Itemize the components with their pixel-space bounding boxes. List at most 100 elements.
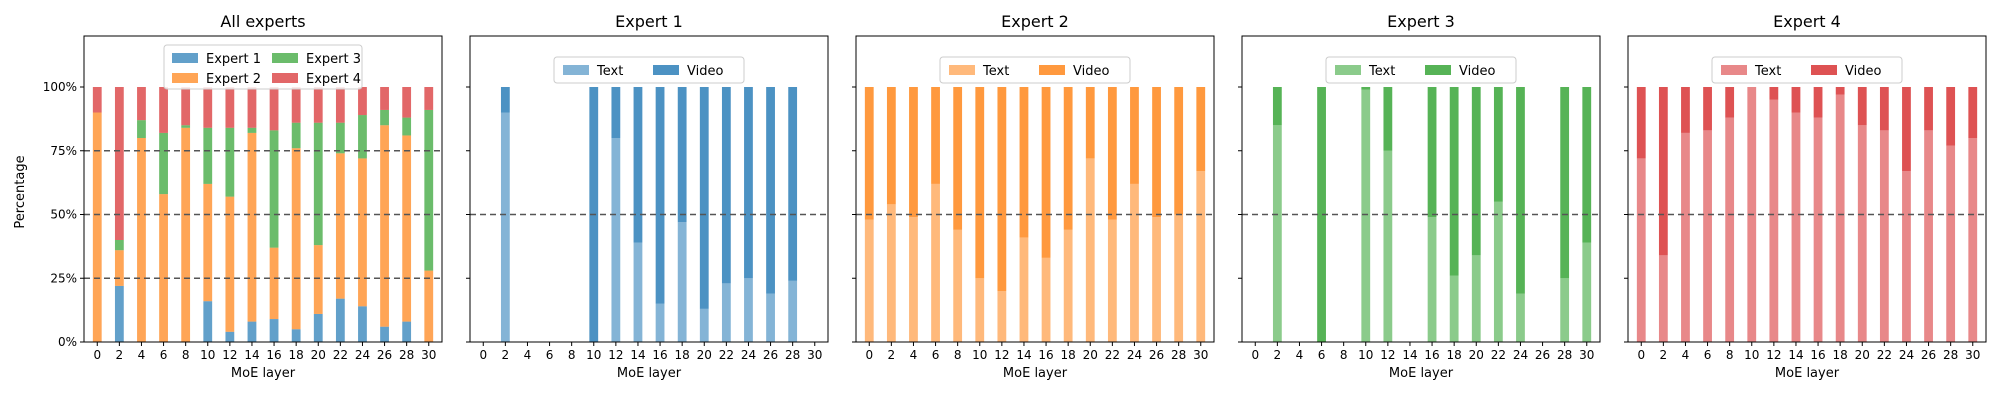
- bar-segment: [159, 87, 168, 133]
- bar-segment: [225, 196, 235, 332]
- bar-segment: [247, 87, 257, 128]
- x-tick-label: 24: [1899, 348, 1914, 362]
- x-tick-label: 0: [865, 348, 873, 362]
- legend-label: Expert 2: [206, 72, 261, 87]
- bar-segment: [1879, 130, 1889, 342]
- bar-segment: [909, 87, 918, 218]
- legend-swatch: [1721, 65, 1747, 75]
- legend-swatch: [1425, 65, 1451, 75]
- bar-segment: [358, 115, 367, 159]
- legend-label: Expert 1: [206, 52, 261, 67]
- x-tick-label: 6: [160, 348, 168, 362]
- x-tick-label: 12: [1380, 348, 1395, 362]
- x-tick-label: 20: [1469, 348, 1484, 362]
- x-tick-label: 8: [1726, 348, 1734, 362]
- bar-segment: [203, 301, 213, 342]
- bar-segment: [975, 278, 985, 342]
- bar-segment: [1063, 87, 1073, 230]
- bar-segment: [1560, 278, 1570, 342]
- bar-segment: [225, 87, 235, 128]
- bar-segment: [997, 87, 1007, 291]
- bar-segment: [1085, 87, 1095, 159]
- bar-segment: [931, 87, 940, 184]
- bar-segment: [1383, 150, 1393, 342]
- x-tick-label: 2: [888, 348, 896, 362]
- bar-segment: [1835, 87, 1845, 95]
- x-tick-label: 14: [630, 348, 645, 362]
- bar-segment: [424, 87, 434, 110]
- bar-segment: [886, 87, 896, 205]
- bar-segment: [114, 240, 124, 251]
- x-tick-label: 26: [1535, 348, 1550, 362]
- bar-segment: [1946, 145, 1956, 342]
- bar-segment: [1968, 138, 1978, 342]
- x-tick-label: 0: [1637, 348, 1645, 362]
- bar-segment: [1681, 87, 1690, 133]
- bar-segment: [247, 321, 257, 342]
- x-tick-label: 6: [546, 348, 554, 362]
- bar-segment: [744, 87, 753, 279]
- axes-frame: [855, 35, 1215, 343]
- x-tick-label: 22: [1877, 348, 1892, 362]
- y-axis-label: Percentage: [13, 155, 28, 228]
- x-tick-label: 30: [421, 348, 436, 362]
- bar-segment: [402, 87, 412, 118]
- bar-segment: [1019, 87, 1029, 238]
- x-axis-label: MoE layer: [231, 366, 296, 381]
- legend-swatch: [949, 65, 975, 75]
- bar-segment: [1383, 87, 1393, 151]
- x-tick-label: 26: [763, 348, 778, 362]
- bar-segment: [1582, 87, 1592, 243]
- x-tick-label: 12: [222, 348, 237, 362]
- bar-segment: [1107, 219, 1117, 342]
- bar-segment: [1857, 87, 1867, 126]
- bar-segment: [291, 122, 301, 149]
- x-tick-label: 6: [1704, 348, 1712, 362]
- bar-segment: [677, 222, 687, 342]
- x-tick-label: 18: [1833, 348, 1848, 362]
- x-tick-label: 30: [807, 348, 822, 362]
- bar-segment: [1196, 171, 1206, 342]
- bar-segment: [247, 127, 257, 133]
- legend-label: Expert 3: [306, 52, 361, 67]
- x-tick-label: 14: [1016, 348, 1031, 362]
- bar-segment: [997, 291, 1007, 342]
- legend: Text Video: [1711, 56, 1903, 84]
- x-tick-label: 6: [1318, 348, 1326, 362]
- x-tick-label: 14: [244, 348, 259, 362]
- x-tick-label: 16: [1424, 348, 1439, 362]
- bar-segment: [1636, 87, 1646, 159]
- bar-segment: [1019, 237, 1029, 342]
- x-axis-label: MoE layer: [1389, 366, 1454, 381]
- x-axis-label: MoE layer: [617, 366, 682, 381]
- bar-segment: [203, 87, 213, 128]
- x-tick-label: 12: [994, 348, 1009, 362]
- bar-segment: [886, 204, 896, 342]
- bar-segment: [1813, 117, 1823, 342]
- legend-box: [939, 56, 1131, 84]
- x-tick-label: 22: [1491, 348, 1506, 362]
- axes-frame: [1241, 35, 1601, 343]
- bar-segment: [269, 319, 279, 342]
- bar-segment: [1769, 99, 1779, 342]
- legend-swatch: [172, 53, 198, 63]
- bar-segment: [655, 303, 665, 342]
- x-tick-label: 0: [1251, 348, 1259, 362]
- chart-title: Expert 3: [1387, 12, 1455, 31]
- x-tick-label: 26: [377, 348, 392, 362]
- axes-frame: [1627, 35, 1987, 343]
- bar-segment: [953, 87, 963, 230]
- x-tick-label: 28: [1171, 348, 1186, 362]
- bar-segment: [1857, 125, 1867, 342]
- bar-segment: [225, 127, 235, 197]
- bar-segment: [788, 87, 798, 281]
- x-tick-label: 20: [1083, 348, 1098, 362]
- x-tick-label: 0: [479, 348, 487, 362]
- bar-segment: [1471, 87, 1481, 256]
- bar-segment: [611, 138, 621, 342]
- bar-segment: [335, 87, 345, 123]
- bar-segment: [1493, 201, 1503, 342]
- bar-segment: [1769, 87, 1779, 100]
- bar-segment: [269, 130, 279, 248]
- x-tick-label: 8: [568, 348, 576, 362]
